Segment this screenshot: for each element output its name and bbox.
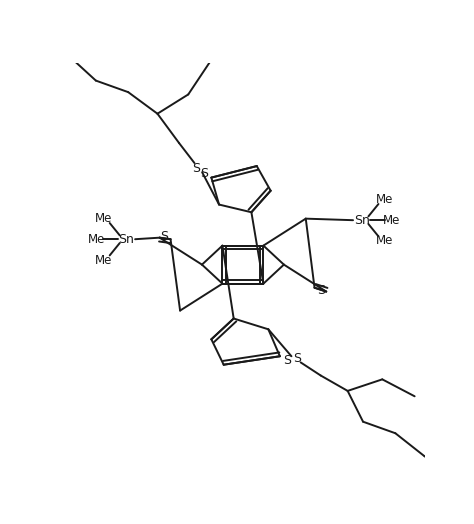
Text: S: S <box>283 354 291 367</box>
Text: Me: Me <box>383 214 400 227</box>
Text: Me: Me <box>376 193 393 206</box>
Text: S: S <box>200 167 208 180</box>
Text: Sn: Sn <box>118 233 134 246</box>
Text: Me: Me <box>95 212 112 225</box>
Text: S: S <box>293 352 301 365</box>
Text: Sn: Sn <box>355 214 370 227</box>
Text: Me: Me <box>376 234 393 247</box>
Text: S: S <box>160 230 168 243</box>
Text: S: S <box>318 285 326 297</box>
Text: Me: Me <box>95 254 112 267</box>
Text: S: S <box>192 162 200 175</box>
Text: Me: Me <box>88 233 105 246</box>
